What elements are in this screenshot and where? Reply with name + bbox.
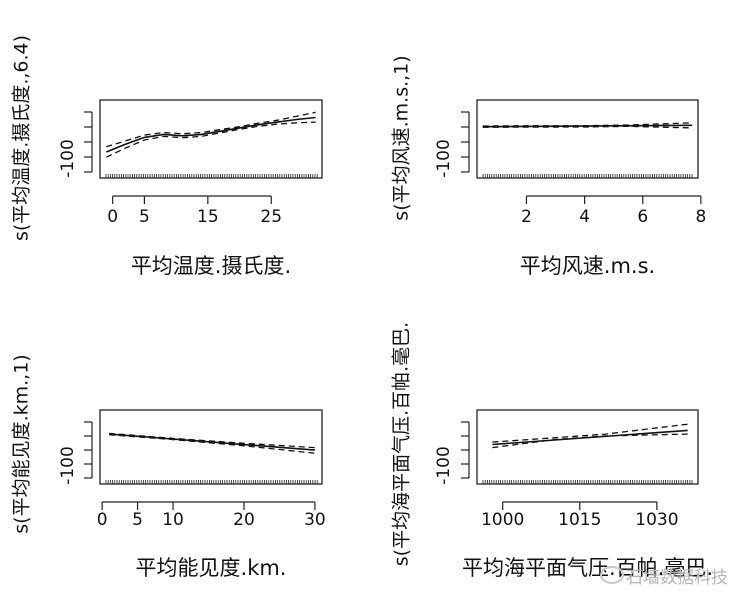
x-tick-label: 1015 (558, 510, 601, 530)
rug (482, 174, 693, 178)
watermark: 石墙数据科技 (598, 560, 748, 588)
x-tick-label: 10 (162, 510, 184, 530)
x-tick-label: 0 (97, 510, 108, 530)
plot-frame (99, 409, 323, 485)
x-tick-label: 1030 (635, 510, 678, 530)
series-lower (482, 125, 693, 129)
series-fit (492, 429, 688, 446)
plot-frame (99, 99, 323, 179)
chart-panel-4: -100 1000 1015 1030 平均海平面气压.百帕.毫巴. s(平均海平面气压.… (391, 322, 713, 580)
x-tick-label: 2 (521, 207, 532, 227)
rug (105, 480, 318, 484)
y-axis-title: s(平均温度.摄氏度.,6.4) (11, 35, 33, 241)
chart-panel-2: -100 2 4 6 8 平均风速.m.s. s(平均风速.m.s.,1) (391, 55, 707, 278)
x-tick-label: 4 (579, 207, 590, 227)
y-tick-label: -100 (58, 446, 78, 485)
chart-panel-1: -100 0 5 15 25 平均温度.摄氏度. s(平均温度.摄氏度.,6.4) (11, 35, 323, 278)
x-tick-label: 15 (197, 207, 219, 227)
watermark-text: 石墙数据科技 (626, 568, 728, 588)
series-upper (109, 432, 315, 449)
y-axis-title: s(平均风速.m.s.,1) (391, 55, 413, 220)
x-tick-label: 6 (637, 207, 648, 227)
chart-panel-3: -100 0 5 10 20 30 平均能见度.km. s(平均能见度.km.,1) (11, 354, 326, 580)
x-tick-label: 25 (260, 207, 282, 227)
y-tick-label: -100 (434, 139, 454, 178)
x-tick-label: 1000 (481, 510, 524, 530)
x-axis-title: 平均海平面气压.百帕.毫巴. (462, 556, 713, 580)
y-tick-label: -100 (58, 139, 78, 178)
series-fit (105, 116, 316, 153)
rug (105, 174, 318, 178)
x-tick-label: 5 (139, 207, 150, 227)
plot-frame (476, 99, 699, 179)
y-axis-title: s(平均能见度.km.,1) (11, 354, 33, 533)
series-lower (492, 433, 688, 449)
x-tick-label: 20 (233, 510, 255, 530)
rug (482, 480, 693, 484)
x-axis-title: 平均能见度.km. (136, 556, 287, 580)
x-tick-label: 30 (304, 510, 326, 530)
series-lower (109, 434, 315, 454)
x-axis-title: 平均温度.摄氏度. (131, 254, 291, 278)
series-upper (492, 423, 688, 443)
x-tick-label: 8 (695, 207, 706, 227)
x-tick-label: 5 (132, 510, 143, 530)
plot-frame (476, 409, 699, 485)
y-tick-label: -100 (434, 446, 454, 485)
x-axis-title: 平均风速.m.s. (520, 254, 655, 278)
wechat-icon (600, 566, 624, 584)
y-axis-title: s(平均海平面气压.百帕.毫巴. (391, 322, 413, 566)
series-upper (106, 111, 316, 148)
series-upper (482, 122, 693, 127)
x-tick-label: 0 (107, 207, 118, 227)
